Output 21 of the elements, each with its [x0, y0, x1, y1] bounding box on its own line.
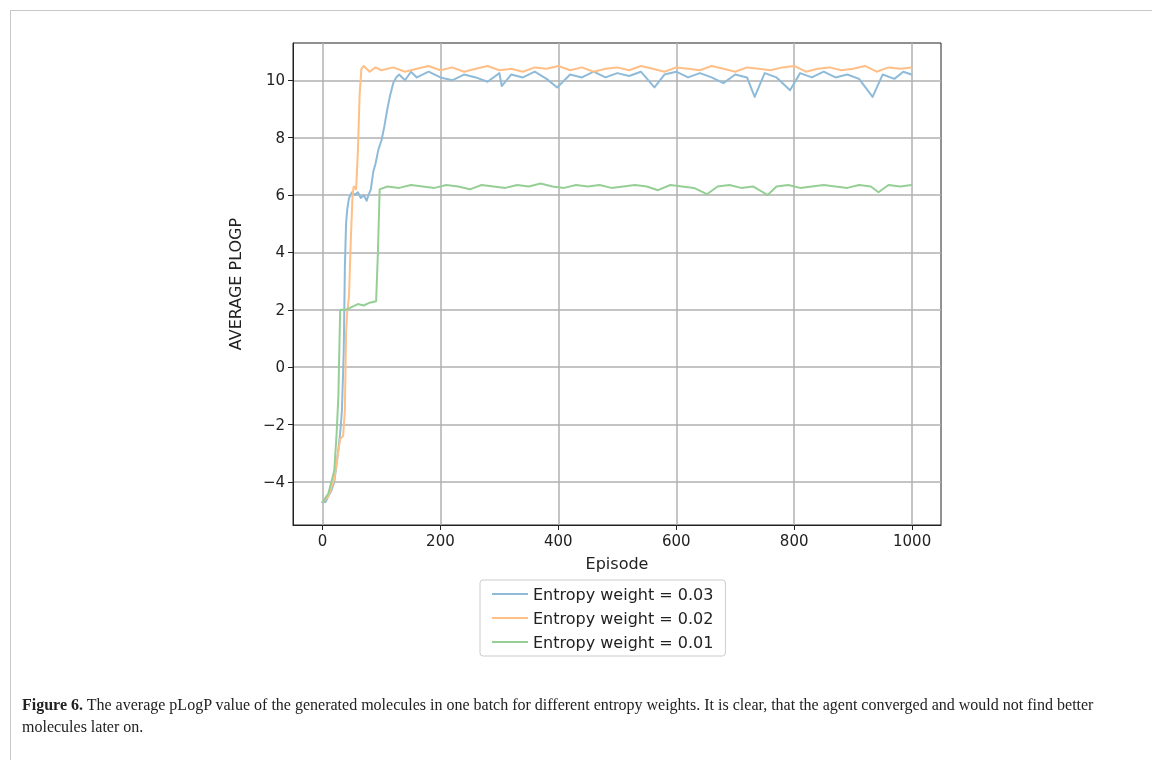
- line-series: [321, 182, 913, 504]
- x-tick-label: 800: [779, 531, 809, 550]
- x-tick-label: 1000: [893, 531, 932, 550]
- x-tick-label: 400: [544, 531, 573, 550]
- y-tick-label: −2: [262, 415, 285, 434]
- y-tick-label: 8: [275, 128, 285, 147]
- y-tick-label: −4: [262, 472, 285, 491]
- y-axis-title: AVERAGE PLOGP: [225, 217, 245, 351]
- legend-label: Entropy weight = 0.03: [533, 584, 714, 604]
- x-tick-label: 200: [426, 531, 455, 550]
- y-tick-label: 6: [275, 186, 285, 205]
- y-tick-label: 10: [265, 71, 285, 90]
- legend-label: Entropy weight = 0.02: [533, 608, 714, 628]
- y-tick-label: 0: [275, 358, 285, 377]
- x-tick-label: 600: [661, 531, 691, 550]
- caption: Figure 6. The average pLogP value of the generated molecules in one batch for different entropy weights. It is clear, that the agent converged and would not find better molecules later on.: [22, 695, 1095, 737]
- x-tick-label: 0: [317, 531, 328, 550]
- x-axis-title: Episode: [585, 553, 649, 573]
- y-tick-label: 2: [275, 300, 285, 319]
- legend-label: Entropy weight = 0.01: [533, 632, 714, 652]
- y-tick-label: 4: [275, 243, 285, 262]
